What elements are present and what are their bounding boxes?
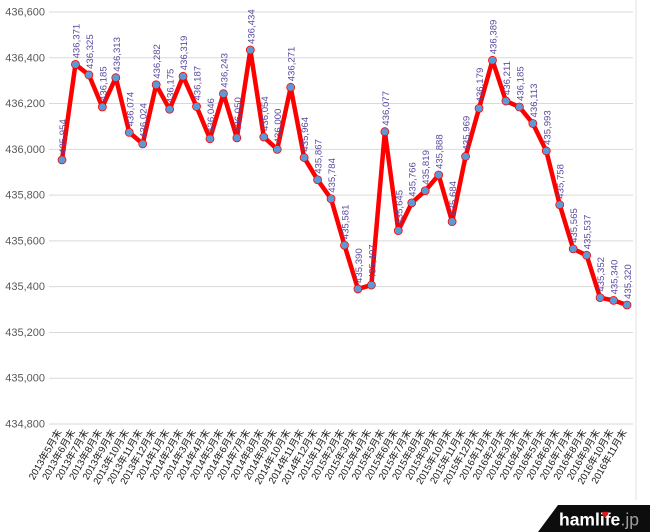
svg-text:436,313: 436,313 xyxy=(112,37,123,72)
svg-text:435,320: 435,320 xyxy=(623,264,634,299)
svg-text:435,964: 435,964 xyxy=(300,116,311,151)
svg-text:hamlife: hamlife xyxy=(559,510,621,530)
svg-text:436,046: 436,046 xyxy=(206,98,217,133)
svg-text:436,600: 436,600 xyxy=(5,7,45,19)
svg-text:435,000: 435,000 xyxy=(5,373,45,385)
svg-text:435,969: 435,969 xyxy=(462,116,473,151)
svg-text:436,050: 436,050 xyxy=(233,97,244,132)
svg-text:435,565: 435,565 xyxy=(569,208,580,243)
svg-text:435,645: 435,645 xyxy=(394,190,405,225)
svg-text:435,954: 435,954 xyxy=(58,119,69,154)
svg-text:435,766: 435,766 xyxy=(408,162,419,197)
svg-text:436,371: 436,371 xyxy=(71,24,82,59)
svg-text:436,000: 436,000 xyxy=(273,109,284,144)
svg-text:436,211: 436,211 xyxy=(502,61,513,95)
svg-text:435,407: 435,407 xyxy=(367,244,378,279)
svg-text:436,054: 436,054 xyxy=(260,96,271,131)
svg-text:436,000: 436,000 xyxy=(5,144,45,156)
svg-text:436,185: 436,185 xyxy=(515,66,526,101)
svg-text:435,600: 435,600 xyxy=(5,235,45,247)
svg-text:436,325: 436,325 xyxy=(85,34,96,69)
svg-text:435,581: 435,581 xyxy=(341,205,352,240)
svg-text:435,390: 435,390 xyxy=(354,248,365,283)
svg-text:436,271: 436,271 xyxy=(287,47,298,82)
svg-text:436,077: 436,077 xyxy=(381,91,392,126)
svg-text:436,179: 436,179 xyxy=(475,68,486,103)
svg-text:435,800: 435,800 xyxy=(5,190,45,202)
svg-text:436,024: 436,024 xyxy=(139,102,150,137)
svg-text:435,200: 435,200 xyxy=(5,327,45,339)
svg-text:435,400: 435,400 xyxy=(5,281,45,293)
svg-text:435,352: 435,352 xyxy=(596,257,607,292)
svg-text:435,888: 435,888 xyxy=(435,134,446,169)
svg-text:436,113: 436,113 xyxy=(529,84,540,118)
svg-text:436,175: 436,175 xyxy=(166,69,177,104)
svg-text:436,434: 436,434 xyxy=(246,9,257,44)
svg-text:434,800: 434,800 xyxy=(5,419,45,431)
svg-text:.jp: .jp xyxy=(621,510,639,530)
svg-text:436,282: 436,282 xyxy=(152,44,163,79)
svg-text:435,867: 435,867 xyxy=(314,139,325,174)
svg-text:436,389: 436,389 xyxy=(488,20,499,55)
svg-text:436,319: 436,319 xyxy=(179,36,190,71)
svg-text:436,185: 436,185 xyxy=(98,66,109,101)
svg-text:436,187: 436,187 xyxy=(193,66,204,101)
svg-text:436,400: 436,400 xyxy=(5,52,45,64)
svg-text:436,200: 436,200 xyxy=(5,98,45,110)
svg-text:435,758: 435,758 xyxy=(556,164,567,199)
svg-text:435,684: 435,684 xyxy=(448,180,459,215)
svg-text:435,784: 435,784 xyxy=(327,157,338,192)
svg-text:435,993: 435,993 xyxy=(542,110,553,145)
svg-text:435,537: 435,537 xyxy=(583,215,594,250)
svg-text:436,074: 436,074 xyxy=(125,91,136,126)
svg-text:435,819: 435,819 xyxy=(421,150,432,185)
svg-text:435,340: 435,340 xyxy=(610,260,621,295)
svg-text:436,243: 436,243 xyxy=(219,53,230,88)
